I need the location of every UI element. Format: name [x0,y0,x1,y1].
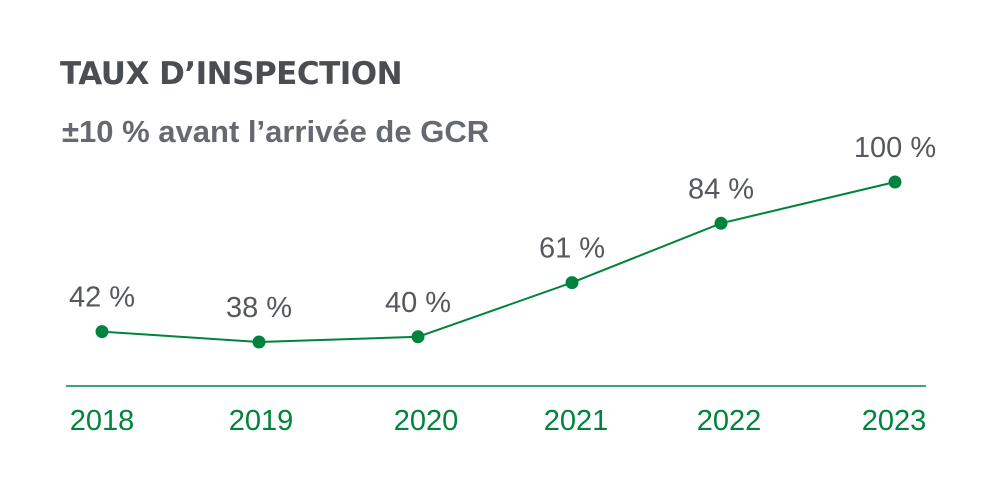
data-point-2018 [95,325,109,339]
data-point-2019 [252,335,266,349]
x-tick-label-2020: 2020 [394,405,459,437]
data-label-2020: 40 % [385,287,451,319]
data-label-2023: 100 % [854,132,936,164]
data-label-2018: 42 % [69,282,135,314]
x-tick-label-2021: 2021 [544,405,609,437]
data-label-2021: 61 % [539,233,605,265]
series-line [101,181,896,343]
data-point-2022 [714,216,728,230]
data-label-2022: 84 % [688,173,754,205]
chart-subtitle: ±10 % avant l’arrivée de GCR [62,114,490,149]
data-point-2021 [565,276,579,290]
data-point-2020 [411,330,425,344]
x-tick-label-2019: 2019 [229,405,294,437]
x-tick-label-2018: 2018 [70,405,135,437]
data-point-2023 [888,175,902,189]
data-label-2019: 38 % [226,292,292,324]
x-tick-label-2022: 2022 [697,405,762,437]
chart-title: TAUX D’INSPECTION [60,56,403,92]
x-tick-label-2023: 2023 [862,405,927,437]
